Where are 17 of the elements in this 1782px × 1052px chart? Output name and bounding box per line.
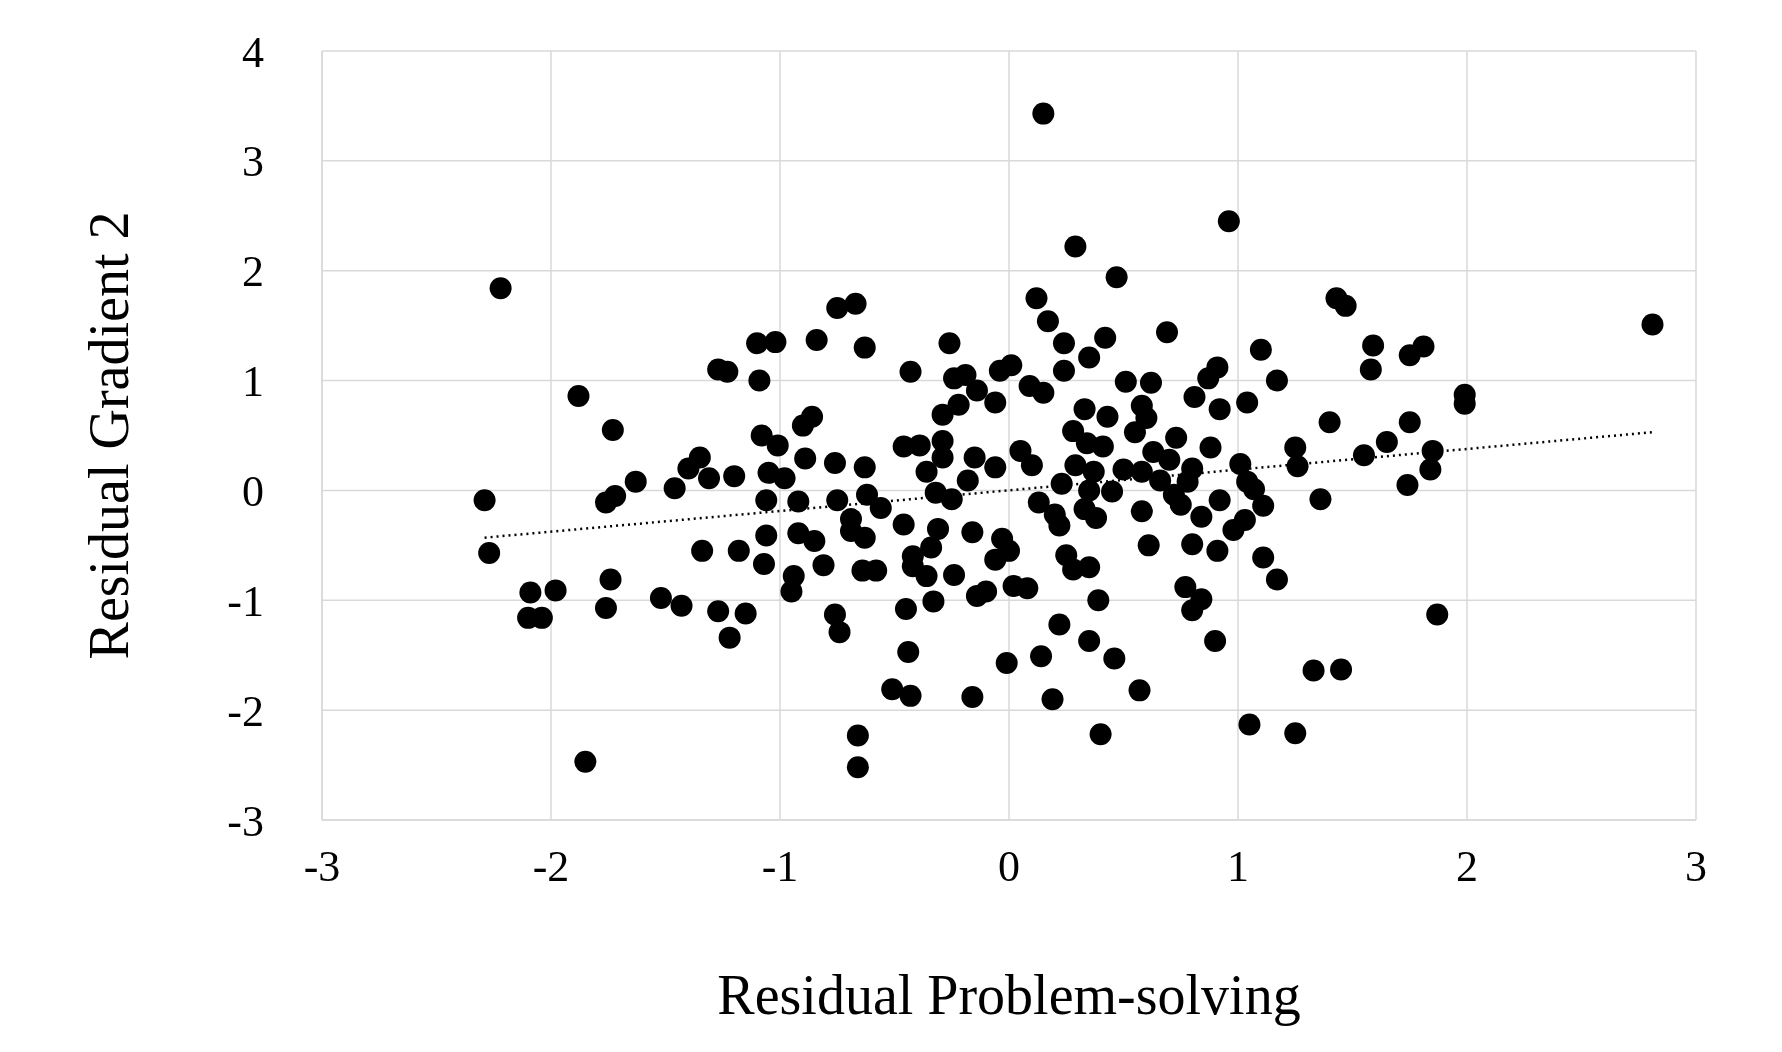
y-tick-label: -3 bbox=[227, 796, 264, 846]
y-tick-label: -1 bbox=[227, 576, 264, 626]
y-tick-label: 2 bbox=[242, 247, 264, 297]
y-tick-label: 1 bbox=[242, 357, 264, 407]
y-tick-label: 3 bbox=[242, 137, 264, 187]
x-tick-label: -2 bbox=[532, 842, 570, 892]
x-tick-label: 2 bbox=[1456, 842, 1478, 892]
x-axis-title: Residual Problem-solving bbox=[717, 964, 1301, 1026]
x-tick-label: 0 bbox=[998, 842, 1020, 892]
y-tick-label: 4 bbox=[242, 27, 264, 77]
y-tick-label: 0 bbox=[242, 467, 264, 517]
y-tick-label: -2 bbox=[227, 686, 264, 736]
x-tick-label: 1 bbox=[1227, 842, 1249, 892]
x-tick-label: -3 bbox=[303, 842, 341, 892]
x-tick-label: -1 bbox=[761, 842, 799, 892]
x-tick-label: 3 bbox=[1685, 842, 1707, 892]
y-axis-title: Residual Gradient 2 bbox=[77, 211, 140, 660]
